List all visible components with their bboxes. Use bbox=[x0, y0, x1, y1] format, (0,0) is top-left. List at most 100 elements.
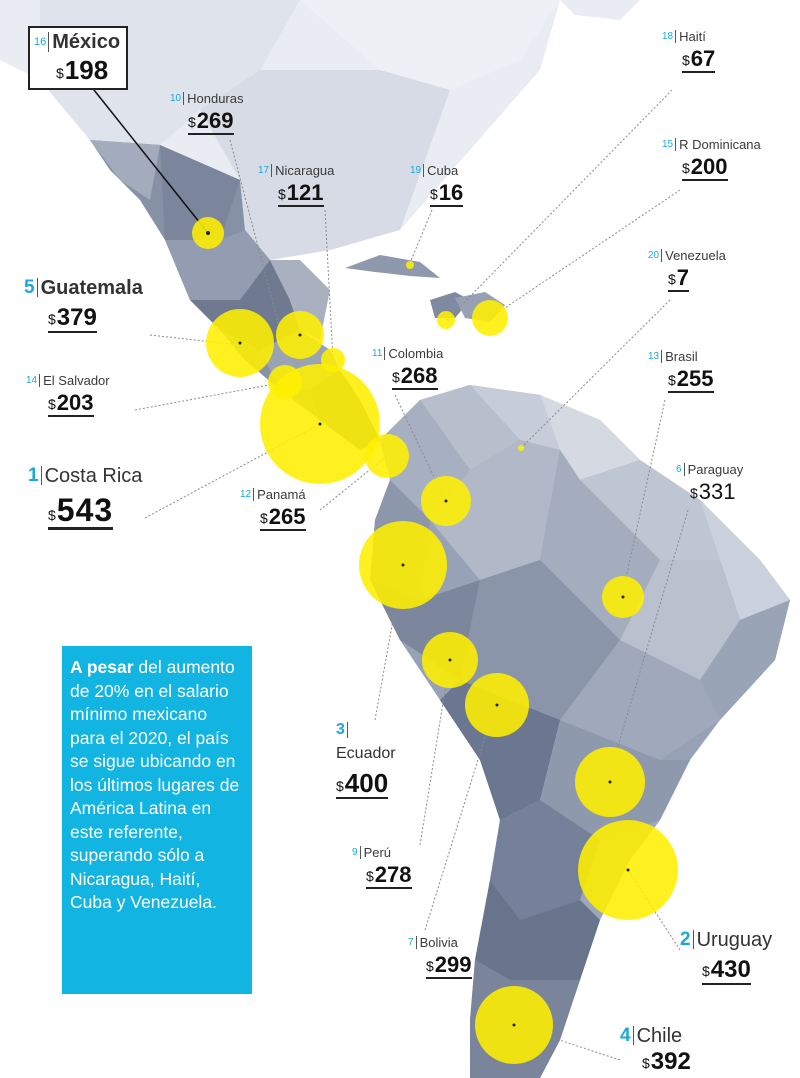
label-brasil: 13 Brasil $255 bbox=[648, 350, 714, 393]
name-panama: Panamá bbox=[257, 487, 306, 502]
currency-symbol: $ bbox=[56, 65, 64, 81]
label-honduras: 10 Honduras $269 bbox=[170, 92, 244, 135]
name-nicaragua: Nicaragua bbox=[275, 163, 335, 178]
currency-symbol: $ bbox=[682, 52, 690, 68]
value-chile: 392 bbox=[650, 1048, 691, 1075]
name-chile: Chile bbox=[636, 1025, 683, 1047]
label-costarica: 1 Costa Rica $543 bbox=[28, 466, 142, 530]
value-uruguay: 430 bbox=[710, 956, 751, 983]
label-haiti: 18 Haití $67 bbox=[662, 29, 716, 73]
name-uruguay: Uruguay bbox=[696, 929, 773, 951]
label-rdominicana: 15 R Dominicana $200 bbox=[662, 138, 761, 181]
currency-symbol: $ bbox=[642, 1055, 650, 1071]
label-mexico: 16 México $198 bbox=[28, 26, 129, 90]
currency-symbol: $ bbox=[668, 271, 676, 287]
currency-symbol: $ bbox=[260, 510, 268, 526]
north-america-landmass bbox=[0, 0, 640, 260]
value-venezuela: 7 bbox=[676, 265, 690, 290]
name-ecuador: Ecuador bbox=[336, 745, 396, 762]
currency-symbol: $ bbox=[336, 778, 344, 794]
name-peru: Perú bbox=[363, 845, 392, 860]
value-guatemala: 379 bbox=[56, 304, 97, 331]
label-elsalvador: 14 El Salvador $203 bbox=[26, 374, 110, 417]
info-note-box: A pesar del aumento de 20% en el salario… bbox=[62, 646, 252, 994]
value-colombia: 268 bbox=[400, 363, 438, 388]
rank-costarica: 1 bbox=[28, 466, 42, 485]
label-guatemala: 5 Guatemala $379 bbox=[24, 278, 143, 333]
value-paraguay: 331 bbox=[698, 479, 736, 504]
label-nicaragua: 17 Nicaragua $121 bbox=[258, 164, 334, 207]
label-ecuador: 3 Ecuador $400 bbox=[336, 722, 396, 799]
bubble-cuba bbox=[406, 261, 414, 269]
value-elsalvador: 203 bbox=[56, 390, 94, 415]
value-panama: 265 bbox=[268, 504, 306, 529]
currency-symbol: $ bbox=[426, 958, 434, 974]
value-bolivia: 299 bbox=[434, 952, 472, 977]
name-honduras: Honduras bbox=[187, 91, 244, 106]
name-elsalvador: El Salvador bbox=[43, 373, 110, 388]
currency-symbol: $ bbox=[278, 186, 286, 202]
currency-symbol: $ bbox=[366, 868, 374, 884]
name-haiti: Haití bbox=[679, 29, 706, 44]
bubble-venezuela bbox=[518, 445, 524, 451]
label-paraguay: 6 Paraguay $331 bbox=[676, 463, 743, 504]
name-rdominicana: R Dominicana bbox=[679, 137, 761, 152]
label-panama: 12 Panamá $265 bbox=[240, 488, 306, 531]
rank-colombia: 11 bbox=[372, 347, 386, 360]
label-chile: 4 Chile $392 bbox=[620, 1026, 691, 1075]
value-costarica: 543 bbox=[56, 492, 114, 528]
rank-paraguay: 6 bbox=[676, 463, 685, 476]
name-guatemala: Guatemala bbox=[40, 277, 143, 299]
value-brasil: 255 bbox=[676, 366, 714, 391]
currency-symbol: $ bbox=[188, 114, 196, 130]
bubble-haiti bbox=[437, 311, 455, 329]
note-body: del aumento de 20% en el salario mínimo … bbox=[70, 657, 240, 912]
rank-bolivia: 7 bbox=[408, 936, 417, 949]
name-costarica: Costa Rica bbox=[44, 465, 143, 487]
value-ecuador: 400 bbox=[344, 768, 389, 798]
value-rdominicana: 200 bbox=[690, 154, 728, 179]
rank-elsalvador: 14 bbox=[26, 374, 41, 387]
value-peru: 278 bbox=[374, 862, 412, 887]
rank-guatemala: 5 bbox=[24, 278, 38, 297]
label-uruguay: 2 Uruguay $430 bbox=[680, 930, 772, 985]
currency-symbol: $ bbox=[682, 160, 690, 176]
currency-symbol: $ bbox=[430, 186, 438, 202]
rank-uruguay: 2 bbox=[680, 930, 694, 949]
value-cuba: 16 bbox=[438, 180, 464, 205]
name-mexico: México bbox=[52, 31, 121, 53]
label-peru: 9 Perú $278 bbox=[352, 846, 412, 889]
bubble-centers bbox=[206, 231, 630, 1027]
name-cuba: Cuba bbox=[427, 163, 459, 178]
name-venezuela: Venezuela bbox=[665, 248, 726, 263]
currency-symbol: $ bbox=[668, 372, 676, 388]
label-cuba: 19 Cuba $16 bbox=[410, 163, 464, 207]
note-lead: A pesar bbox=[70, 657, 134, 677]
currency-symbol: $ bbox=[392, 369, 400, 385]
name-bolivia: Bolivia bbox=[419, 935, 458, 950]
value-mexico: 198 bbox=[64, 55, 109, 85]
rank-rdominicana: 15 bbox=[662, 138, 677, 151]
rank-honduras: 10 bbox=[170, 92, 185, 105]
rank-nicaragua: 17 bbox=[258, 164, 273, 177]
name-colombia: Colombia bbox=[388, 346, 444, 361]
rank-mexico: 16 bbox=[34, 32, 50, 52]
rank-ecuador: 3 bbox=[336, 722, 348, 738]
rank-peru: 9 bbox=[352, 846, 361, 859]
rank-venezuela: 20 bbox=[648, 249, 663, 262]
value-nicaragua: 121 bbox=[286, 180, 324, 205]
rank-brasil: 13 bbox=[648, 350, 663, 363]
rank-panama: 12 bbox=[240, 488, 255, 501]
rank-cuba: 19 bbox=[410, 164, 425, 177]
name-paraguay: Paraguay bbox=[687, 462, 744, 477]
currency-symbol: $ bbox=[48, 507, 56, 523]
currency-symbol: $ bbox=[690, 485, 698, 501]
currency-symbol: $ bbox=[48, 311, 56, 327]
name-brasil: Brasil bbox=[665, 349, 698, 364]
label-venezuela: 20 Venezuela $7 bbox=[648, 249, 726, 292]
value-honduras: 269 bbox=[196, 108, 234, 133]
label-bolivia: 7 Bolivia $299 bbox=[408, 936, 472, 979]
rank-haiti: 18 bbox=[662, 30, 677, 43]
bubble-rdominicana bbox=[472, 300, 508, 336]
